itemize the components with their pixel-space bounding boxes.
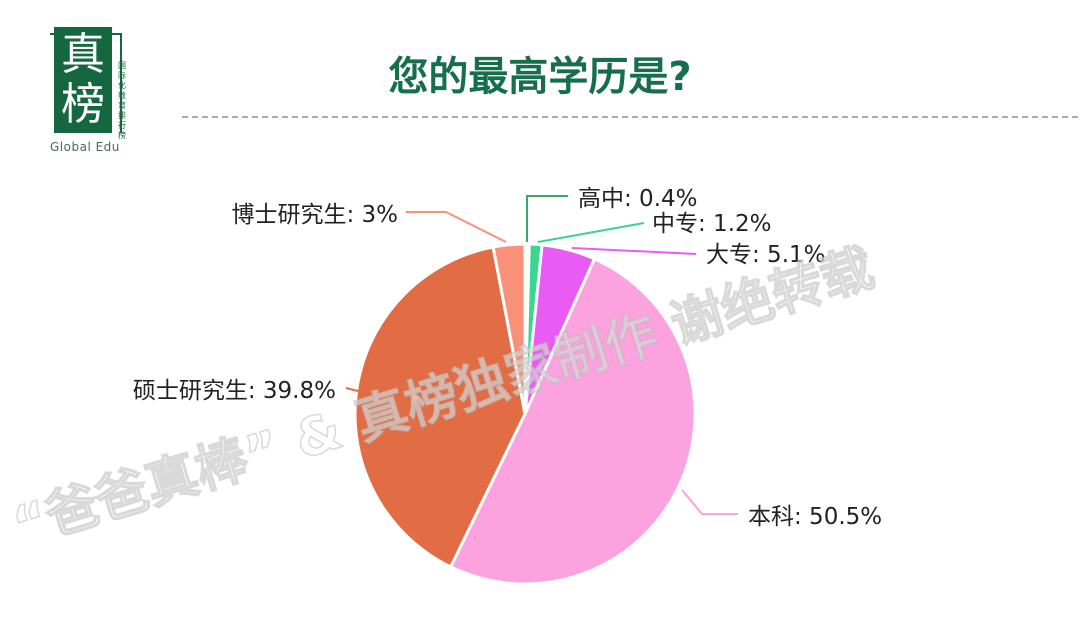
pie-slice-6 xyxy=(491,242,527,416)
logo-english: Global Edu xyxy=(50,140,120,154)
leader-line-3 xyxy=(571,247,697,255)
slice-label-5: 硕士研究生: 39.8% xyxy=(133,378,336,404)
slice-label-6: 博士研究生: 3% xyxy=(231,202,398,228)
page-title: 您的最高学历是? xyxy=(388,54,692,100)
logo-subtitle: 国际化教育排行榜 xyxy=(118,61,126,140)
slice-label-2: 中专: 1.2% xyxy=(652,211,772,237)
leader-line-4 xyxy=(681,489,738,515)
leader-line-2 xyxy=(537,222,645,243)
slice-label-3: 大专: 5.1% xyxy=(706,242,826,268)
leader-line-5 xyxy=(345,387,363,393)
leader-line-1 xyxy=(526,195,568,242)
logo: 真榜 国际化教育排行榜 Global Edu xyxy=(50,27,140,157)
title-divider xyxy=(182,116,1078,118)
logo-mark: 真榜 xyxy=(54,27,112,133)
pie-slice-4 xyxy=(449,257,697,586)
slice-label-4: 本科: 50.5% xyxy=(748,504,882,530)
leader-line-6 xyxy=(406,211,507,243)
slice-label-1: 高中: 0.4% xyxy=(578,186,698,212)
